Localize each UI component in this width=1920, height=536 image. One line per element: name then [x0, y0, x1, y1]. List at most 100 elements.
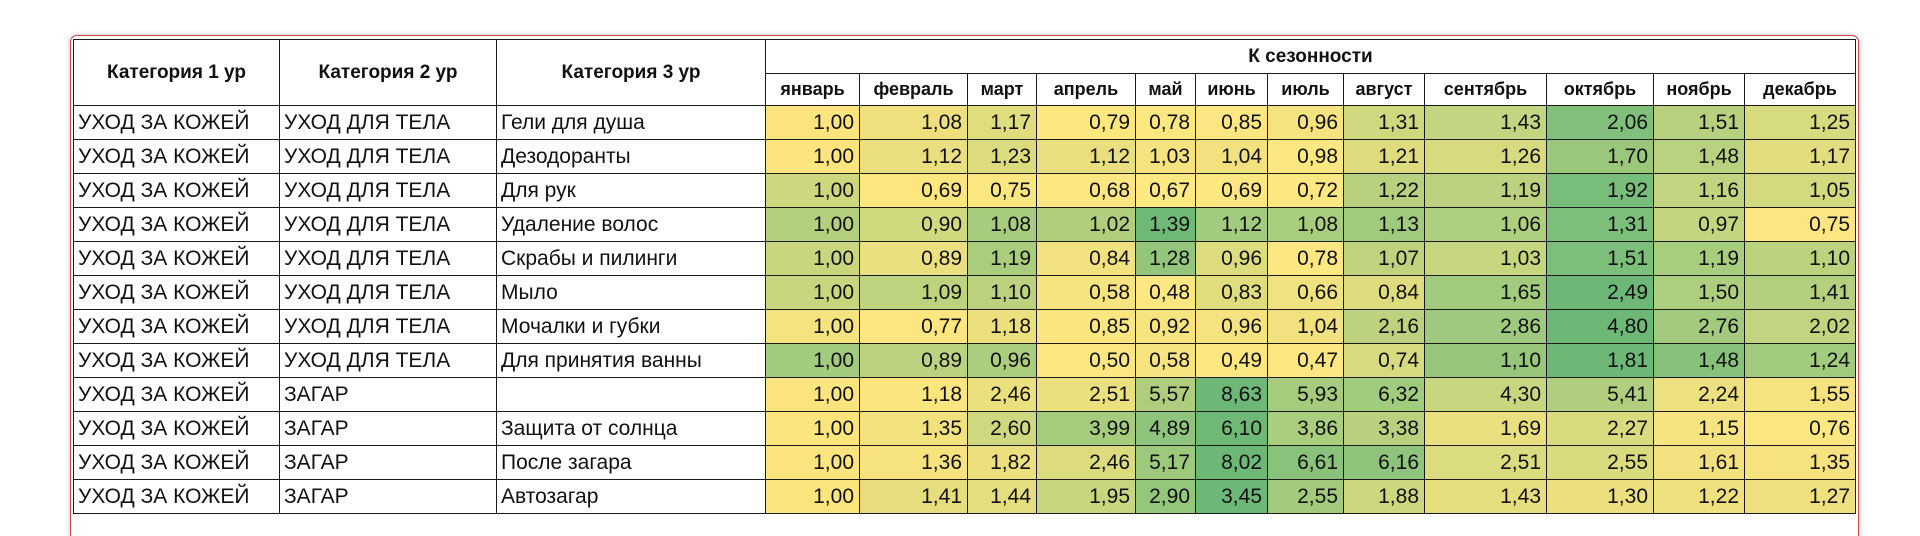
cell-seasonality-value[interactable]: 1,22 [1653, 479, 1745, 514]
cell-seasonality-value[interactable]: 1,50 [1653, 275, 1745, 310]
cell-seasonality-value[interactable]: 1,82 [967, 445, 1037, 480]
cell-seasonality-value[interactable]: 2,06 [1546, 105, 1654, 140]
cell-seasonality-value[interactable]: 3,45 [1195, 479, 1268, 514]
cell-seasonality-value[interactable]: 5,93 [1267, 377, 1344, 412]
cell-category-3[interactable]: Для рук [496, 173, 766, 208]
cell-seasonality-value[interactable]: 0,96 [1195, 241, 1268, 276]
cell-seasonality-value[interactable]: 0,89 [859, 343, 968, 378]
cell-seasonality-value[interactable]: 2,02 [1744, 309, 1856, 344]
cell-seasonality-value[interactable]: 4,80 [1546, 309, 1654, 344]
cell-seasonality-value[interactable]: 0,58 [1036, 275, 1136, 310]
cell-category-1[interactable]: УХОД ЗА КОЖЕЙ [73, 275, 280, 310]
cell-seasonality-value[interactable]: 1,48 [1653, 343, 1745, 378]
cell-seasonality-value[interactable]: 2,55 [1267, 479, 1344, 514]
cell-category-2[interactable]: УХОД ДЛЯ ТЕЛА [279, 343, 497, 378]
cell-category-3[interactable]: Скрабы и пилинги [496, 241, 766, 276]
cell-seasonality-value[interactable]: 0,48 [1135, 275, 1196, 310]
cell-seasonality-value[interactable]: 1,04 [1195, 139, 1268, 174]
cell-seasonality-value[interactable]: 1,69 [1424, 411, 1547, 446]
cell-seasonality-value[interactable]: 4,89 [1135, 411, 1196, 446]
cell-category-1[interactable]: УХОД ЗА КОЖЕЙ [73, 411, 280, 446]
cell-seasonality-value[interactable]: 2,49 [1546, 275, 1654, 310]
cell-seasonality-value[interactable]: 0,78 [1135, 105, 1196, 140]
cell-seasonality-value[interactable]: 0,96 [967, 343, 1037, 378]
cell-seasonality-value[interactable]: 2,24 [1653, 377, 1745, 412]
cell-category-2[interactable]: УХОД ДЛЯ ТЕЛА [279, 139, 497, 174]
cell-seasonality-value[interactable]: 6,32 [1343, 377, 1425, 412]
cell-seasonality-value[interactable]: 1,00 [765, 445, 860, 480]
cell-seasonality-value[interactable]: 1,35 [859, 411, 968, 446]
cell-category-2[interactable]: УХОД ДЛЯ ТЕЛА [279, 207, 497, 242]
cell-seasonality-value[interactable]: 0,74 [1343, 343, 1425, 378]
cell-category-2[interactable]: УХОД ДЛЯ ТЕЛА [279, 173, 497, 208]
cell-seasonality-value[interactable]: 1,36 [859, 445, 968, 480]
cell-category-3[interactable]: После загара [496, 445, 766, 480]
cell-seasonality-value[interactable]: 1,02 [1036, 207, 1136, 242]
cell-seasonality-value[interactable]: 1,15 [1653, 411, 1745, 446]
cell-seasonality-value[interactable]: 0,69 [1195, 173, 1268, 208]
cell-seasonality-value[interactable]: 0,89 [859, 241, 968, 276]
cell-seasonality-value[interactable]: 0,85 [1195, 105, 1268, 140]
cell-category-2[interactable]: ЗАГАР [279, 411, 497, 446]
cell-seasonality-value[interactable]: 1,09 [859, 275, 968, 310]
cell-seasonality-value[interactable]: 1,43 [1424, 105, 1547, 140]
cell-seasonality-value[interactable]: 1,26 [1424, 139, 1547, 174]
cell-seasonality-value[interactable]: 0,72 [1267, 173, 1344, 208]
cell-seasonality-value[interactable]: 1,41 [859, 479, 968, 514]
cell-seasonality-value[interactable]: 0,67 [1135, 173, 1196, 208]
cell-seasonality-value[interactable]: 0,79 [1036, 105, 1136, 140]
cell-seasonality-value[interactable]: 1,61 [1653, 445, 1745, 480]
cell-seasonality-value[interactable]: 1,13 [1343, 207, 1425, 242]
cell-seasonality-value[interactable]: 1,51 [1653, 105, 1745, 140]
cell-seasonality-value[interactable]: 3,99 [1036, 411, 1136, 446]
cell-category-2[interactable]: ЗАГАР [279, 377, 497, 412]
cell-seasonality-value[interactable]: 2,90 [1135, 479, 1196, 514]
cell-category-1[interactable]: УХОД ЗА КОЖЕЙ [73, 445, 280, 480]
cell-seasonality-value[interactable]: 1,92 [1546, 173, 1654, 208]
cell-seasonality-value[interactable]: 1,48 [1653, 139, 1745, 174]
cell-seasonality-value[interactable]: 1,41 [1744, 275, 1856, 310]
cell-category-3[interactable]: Мочалки и губки [496, 309, 766, 344]
cell-category-3[interactable]: Мыло [496, 275, 766, 310]
cell-seasonality-value[interactable]: 1,04 [1267, 309, 1344, 344]
cell-category-1[interactable]: УХОД ЗА КОЖЕЙ [73, 139, 280, 174]
cell-seasonality-value[interactable]: 0,69 [859, 173, 968, 208]
cell-seasonality-value[interactable]: 1,44 [967, 479, 1037, 514]
cell-seasonality-value[interactable]: 1,65 [1424, 275, 1547, 310]
cell-category-2[interactable]: ЗАГАР [279, 445, 497, 480]
cell-seasonality-value[interactable]: 1,16 [1653, 173, 1745, 208]
cell-category-1[interactable]: УХОД ЗА КОЖЕЙ [73, 241, 280, 276]
cell-seasonality-value[interactable]: 0,58 [1135, 343, 1196, 378]
cell-seasonality-value[interactable]: 1,28 [1135, 241, 1196, 276]
cell-seasonality-value[interactable]: 1,22 [1343, 173, 1425, 208]
cell-seasonality-value[interactable]: 1,19 [1424, 173, 1547, 208]
cell-seasonality-value[interactable]: 1,05 [1744, 173, 1856, 208]
cell-seasonality-value[interactable]: 1,51 [1546, 241, 1654, 276]
cell-seasonality-value[interactable]: 5,41 [1546, 377, 1654, 412]
cell-seasonality-value[interactable]: 1,08 [967, 207, 1037, 242]
cell-seasonality-value[interactable]: 1,81 [1546, 343, 1654, 378]
cell-seasonality-value[interactable]: 0,98 [1267, 139, 1344, 174]
cell-category-1[interactable]: УХОД ЗА КОЖЕЙ [73, 343, 280, 378]
cell-seasonality-value[interactable]: 1,12 [1195, 207, 1268, 242]
cell-seasonality-value[interactable]: 1,10 [967, 275, 1037, 310]
cell-seasonality-value[interactable]: 1,00 [765, 173, 860, 208]
cell-seasonality-value[interactable]: 2,60 [967, 411, 1037, 446]
cell-category-1[interactable]: УХОД ЗА КОЖЕЙ [73, 105, 280, 140]
cell-seasonality-value[interactable]: 2,76 [1653, 309, 1745, 344]
cell-seasonality-value[interactable]: 8,02 [1195, 445, 1268, 480]
cell-category-3[interactable]: Защита от солнца [496, 411, 766, 446]
cell-seasonality-value[interactable]: 5,17 [1135, 445, 1196, 480]
cell-seasonality-value[interactable]: 1,00 [765, 479, 860, 514]
cell-seasonality-value[interactable]: 1,17 [967, 105, 1037, 140]
cell-seasonality-value[interactable]: 1,00 [765, 241, 860, 276]
cell-seasonality-value[interactable]: 3,86 [1267, 411, 1344, 446]
cell-seasonality-value[interactable]: 1,00 [765, 105, 860, 140]
cell-seasonality-value[interactable]: 1,03 [1135, 139, 1196, 174]
cell-seasonality-value[interactable]: 1,00 [765, 343, 860, 378]
cell-seasonality-value[interactable]: 1,08 [859, 105, 968, 140]
cell-category-3[interactable]: Автозагар [496, 479, 766, 514]
cell-seasonality-value[interactable]: 1,24 [1744, 343, 1856, 378]
cell-seasonality-value[interactable]: 1,88 [1343, 479, 1425, 514]
cell-seasonality-value[interactable]: 1,19 [1653, 241, 1745, 276]
